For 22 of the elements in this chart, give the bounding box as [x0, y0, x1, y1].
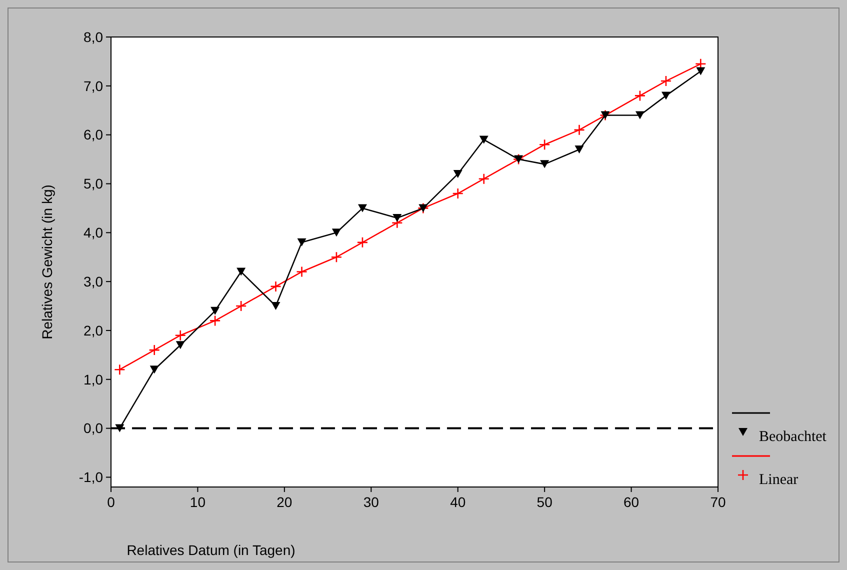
y-axis-title: Relatives Gewicht (in kg) — [39, 184, 55, 340]
legend-label: Linear — [759, 472, 798, 488]
y-tick-label: 6,0 — [84, 126, 104, 143]
x-axis-title: Relatives Datum (in Tagen) — [126, 542, 296, 558]
y-tick-label: 5,0 — [84, 176, 104, 192]
y-tick-label: -1,0 — [78, 469, 104, 486]
y-tick-label: 0,0 — [84, 420, 104, 436]
y-tick-label: 2,0 — [84, 322, 104, 338]
y-tick-label: 4,0 — [84, 224, 104, 241]
x-tick-label: 30 — [363, 494, 380, 510]
x-tick-label: 40 — [450, 494, 466, 510]
y-tick-label: 1,0 — [84, 371, 104, 388]
x-tick-label: 60 — [623, 494, 640, 510]
y-tick-label: 7,0 — [84, 78, 104, 94]
x-tick-label: 70 — [710, 494, 726, 510]
x-tick-label: 0 — [107, 494, 116, 510]
x-tick-label: 20 — [276, 494, 292, 510]
y-tick-label: 3,0 — [84, 273, 104, 290]
legend-label: Beobachtet — [759, 429, 828, 445]
x-tick-label: 10 — [190, 494, 206, 510]
x-tick-label: 50 — [536, 494, 553, 510]
y-tick-label: 8,0 — [84, 28, 104, 45]
